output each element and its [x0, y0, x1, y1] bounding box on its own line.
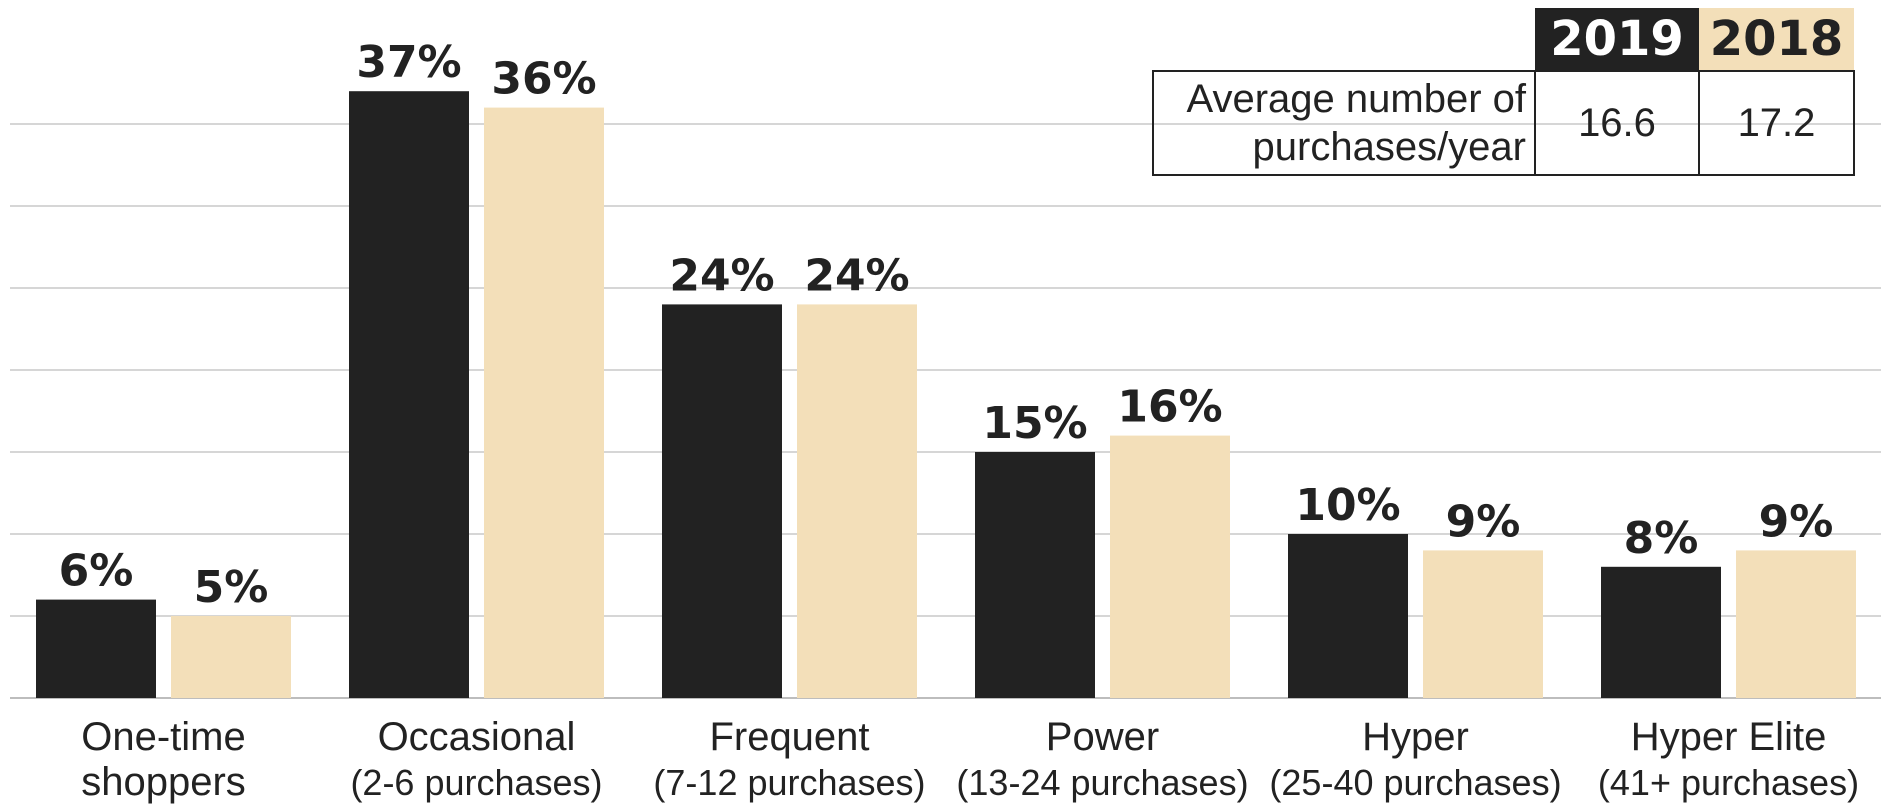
bar-2018: [1110, 435, 1230, 698]
category-label: Hyper: [1362, 715, 1469, 759]
data-label-2018: 16%: [1117, 382, 1222, 433]
bar-2018: [1736, 550, 1856, 698]
category-label: Power: [1046, 715, 1159, 759]
bar-2019: [662, 304, 782, 698]
bars: [36, 91, 1856, 699]
bar-2019: [1601, 566, 1721, 698]
data-label-2018: 36%: [491, 54, 596, 105]
bar-2019: [1288, 534, 1408, 698]
data-label-2018: 5%: [194, 562, 269, 613]
category-sublabel: (2-6 purchases): [350, 762, 602, 803]
category-sublabel: (13-24 purchases): [956, 762, 1248, 803]
category-label: Occasional: [378, 715, 576, 759]
category-sublabel: (7-12 purchases): [653, 762, 925, 803]
data-label-2019: 10%: [1295, 480, 1400, 531]
bar-2018: [484, 107, 604, 699]
category-sublabel: (41+ purchases): [1598, 762, 1859, 803]
average-purchases-table: 2019 2018 Average number of purchases/ye…: [1152, 8, 1855, 176]
data-label-2019: 37%: [356, 37, 461, 88]
table-header-2019: 2019: [1535, 8, 1699, 71]
gridlines: [10, 123, 1881, 699]
table-row-label: Average number of purchases/year: [1152, 70, 1536, 176]
bar-2018: [797, 304, 917, 698]
category-label: Hyper Elite: [1631, 715, 1827, 759]
bar-2019: [975, 452, 1095, 698]
category-sublabel: (25-40 purchases): [1269, 762, 1561, 803]
data-label-2018: 24%: [804, 250, 909, 301]
bar-2019: [36, 599, 156, 698]
data-label-2019: 6%: [59, 546, 134, 597]
table-header-2018: 2018: [1699, 8, 1854, 71]
bar-2018: [171, 616, 291, 698]
table-header-blank: [1153, 8, 1535, 71]
data-label-2019: 15%: [982, 398, 1087, 449]
data-label-2019: 8%: [1624, 513, 1699, 564]
category-sublabel: shoppers: [81, 760, 246, 804]
value-labels: 6% 5% 37% 36% 24% 24% 15% 16% 10% 9% 8% 9%: [59, 37, 1834, 613]
data-label-2018: 9%: [1759, 496, 1834, 547]
bar-2019: [349, 91, 469, 698]
data-label-2018: 9%: [1446, 496, 1521, 547]
bar-2018: [1423, 550, 1543, 698]
table-value-2018: 17.2: [1698, 70, 1855, 176]
category-label: Frequent: [709, 715, 869, 759]
table-value-2019: 16.6: [1534, 70, 1700, 176]
data-label-2019: 24%: [669, 250, 774, 301]
category-label: One-time: [81, 715, 246, 759]
